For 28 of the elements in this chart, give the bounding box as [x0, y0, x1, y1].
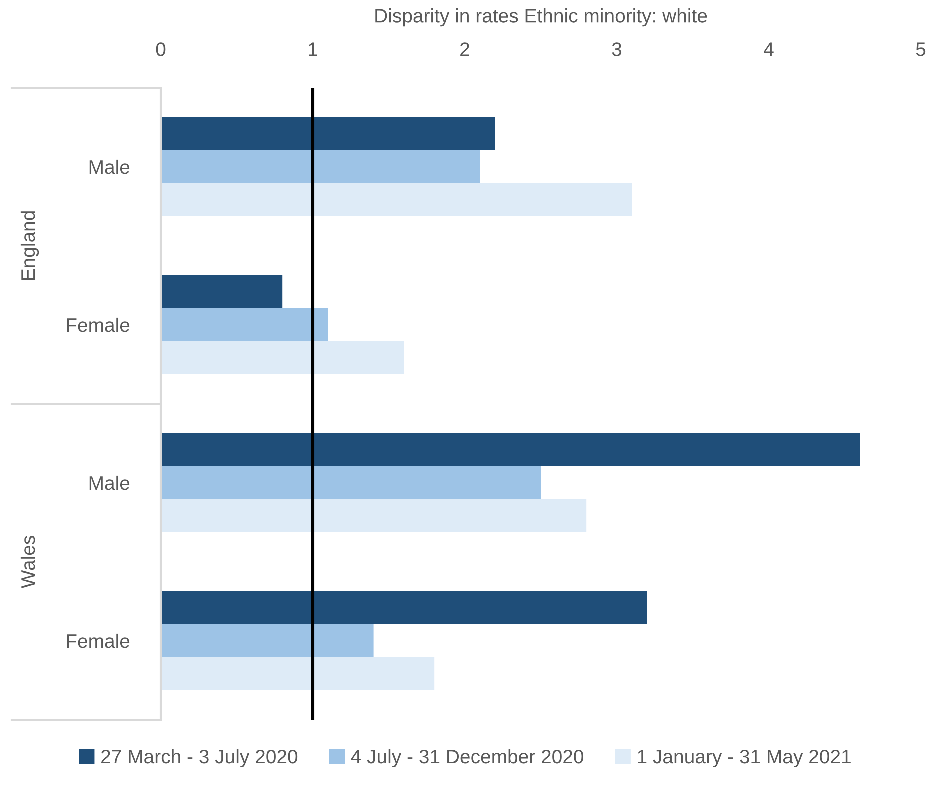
- text: Wales: [20, 536, 36, 589]
- x-tick-label: 4: [764, 42, 774, 56]
- x-tick-label: 1: [309, 42, 318, 56]
- x-tick-label: 5: [916, 42, 926, 56]
- bar: [161, 117, 496, 150]
- x-tick-label: 0: [156, 42, 166, 56]
- x-axis-title: Disparity in rates Ethnic minority: white: [376, 8, 708, 27]
- bar: [161, 433, 860, 466]
- text: England: [20, 212, 40, 280]
- y-tick-label: Female: [67, 318, 130, 332]
- bar: [161, 184, 632, 217]
- legend-label: 1 January - 31 May 2021: [638, 750, 851, 768]
- y-tick-label: Male: [90, 160, 130, 174]
- bar: [161, 308, 328, 342]
- legend-label: 27 March - 3 July 2020: [102, 749, 298, 768]
- bar: [161, 658, 435, 691]
- x-tick-label: 3: [612, 42, 622, 56]
- y-tick-label: Male: [90, 476, 130, 490]
- bar: [161, 150, 480, 184]
- bar: [161, 591, 648, 624]
- bar: [161, 466, 541, 500]
- bar: [161, 342, 404, 375]
- bar: [161, 500, 587, 533]
- x-tick-label: 2: [460, 42, 470, 56]
- y-tick-label: Female: [67, 634, 130, 648]
- legend-label: 4 July - 31 December 2020: [351, 749, 584, 768]
- bar: [161, 275, 283, 308]
- bar: [161, 624, 374, 658]
